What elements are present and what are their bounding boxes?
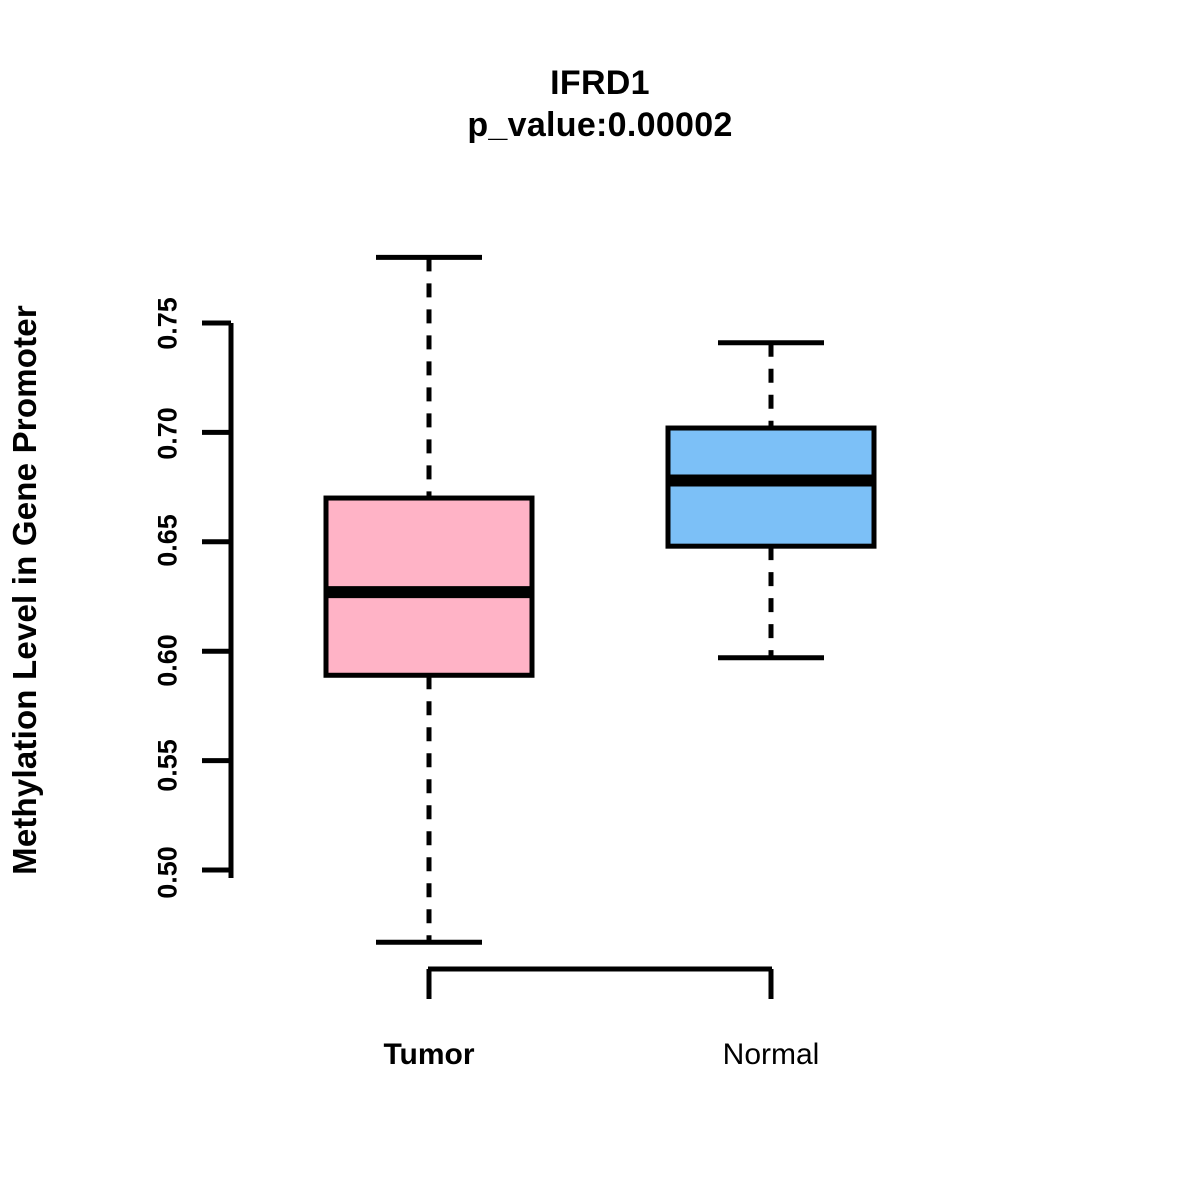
x-tick-label-tumor: Tumor	[383, 1038, 475, 1071]
boxes-layer	[323, 254, 877, 945]
boxplot-tumor	[323, 254, 535, 945]
x-tick-label-normal: Normal	[722, 1038, 820, 1071]
axes-layer	[228, 323, 774, 999]
box-normal[interactable]	[665, 425, 877, 549]
boxplot-normal	[665, 340, 877, 661]
y-ticks-layer	[202, 320, 231, 873]
